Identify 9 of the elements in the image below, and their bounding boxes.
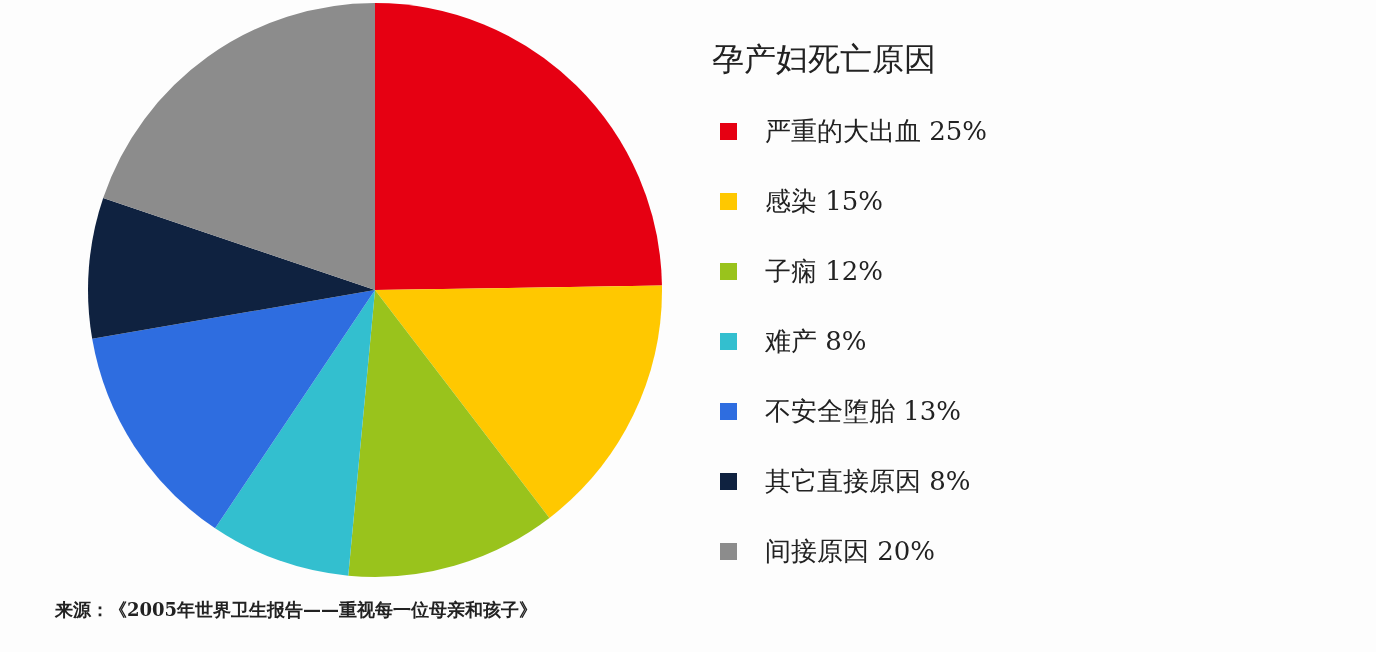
- legend-label: 其它直接原因 8%: [765, 464, 971, 498]
- legend-label: 感染 15%: [765, 184, 884, 218]
- legend-label: 间接原因 20%: [765, 534, 936, 568]
- legend-label: 严重的大出血 25%: [765, 114, 988, 148]
- legend-label: 难产 8%: [765, 324, 867, 358]
- legend-label: 不安全堕胎 13%: [765, 394, 962, 428]
- source-note: 来源：《2005年世界卫生报告——重视每一位母亲和孩子》: [55, 598, 538, 622]
- legend-title: 孕产妇死亡原因: [712, 39, 937, 80]
- legend-label: 子痫 12%: [765, 254, 884, 288]
